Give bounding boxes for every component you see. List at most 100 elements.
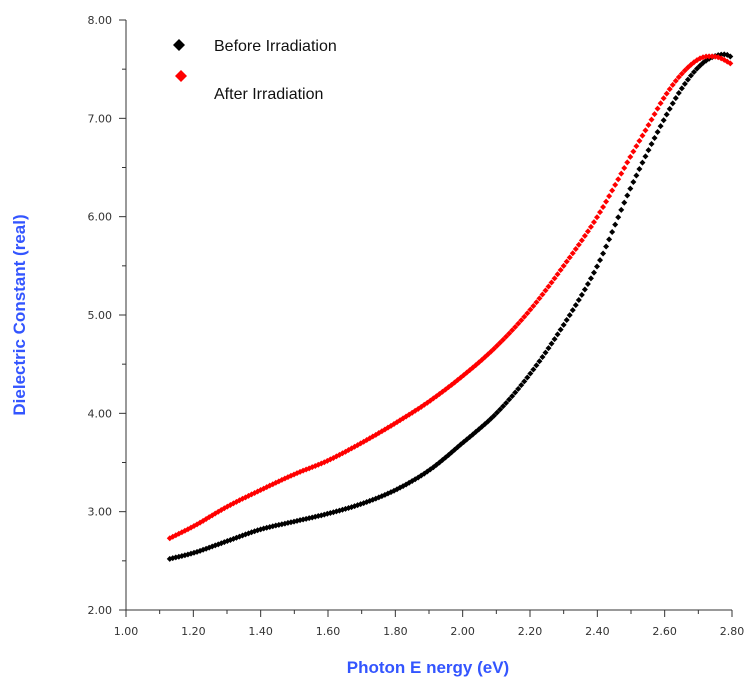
data-point [512,324,519,331]
data-point [497,339,504,346]
data-point [681,67,688,74]
data-point [551,336,558,343]
data-point [639,132,646,139]
x-tick-label: 1.80 [383,625,408,638]
data-point [551,275,558,282]
legend-item-before-irradiation: Before Irradiation [173,38,337,55]
data-point [684,76,691,83]
data-point [512,389,519,396]
data-point [497,406,504,413]
data-point [651,134,658,141]
data-point [593,214,600,221]
data-point [666,105,673,112]
data-point [566,312,573,319]
data-point [630,148,637,155]
data-point [518,317,525,324]
data-point [603,198,610,205]
data-point [612,181,619,188]
data-point [527,306,534,313]
x-tick-label: 2.60 [652,625,677,638]
data-point [587,275,594,282]
y-tick-label: 7.00 [88,112,113,125]
data-point [609,187,616,194]
data-point [672,95,679,102]
data-point [639,159,646,166]
data-point [645,147,652,154]
data-point [542,349,549,356]
data-point [648,141,655,148]
legend-marker-black-diamond-icon [173,39,185,51]
axes: 1.00 1.20 1.40 1.60 1.80 2.00 2.20 2.40 2.60 2.80… [88,14,745,638]
data-point [581,232,588,239]
data-point [548,340,555,347]
data-point [494,342,501,349]
y-tick-label: 4.00 [88,407,113,420]
data-point [651,111,658,118]
y-tick-label: 8.00 [88,14,113,27]
data-point [618,170,625,177]
data-point [597,209,604,216]
y-tick-label: 2.00 [88,604,113,617]
data-point [603,243,610,250]
data-point [663,90,670,97]
data-point [539,291,546,298]
data-point [536,295,543,302]
data-point [672,77,679,84]
data-point [539,353,546,360]
data-point [618,206,625,213]
legend: Before Irradiation After Irradiation [173,38,337,103]
data-point [518,382,525,389]
data-point [554,331,561,338]
x-tick-label: 2.40 [585,625,610,638]
data-point [584,281,591,288]
data-point [572,302,579,309]
data-point [678,70,685,77]
legend-label-before-irradiation: Before Irradiation [214,38,337,55]
legend-item-after-irradiation: After Irradiation [175,70,323,103]
data-point [530,302,537,309]
data-point [509,393,516,400]
x-tick-label: 2.00 [450,625,475,638]
data-point [624,159,631,166]
data-point [627,185,634,192]
data-point [727,53,734,60]
data-point [533,362,540,369]
data-point [490,412,497,419]
data-point [557,267,564,274]
data-point [678,85,685,92]
x-tick-label: 1.60 [316,625,341,638]
data-point [657,123,664,130]
data-point [569,250,576,257]
data-point [675,90,682,97]
data-point [509,327,516,334]
data-point [500,336,507,343]
x-axis-title: Photon E nergy (eV) [347,658,509,677]
x-tick-label: 1.40 [248,625,273,638]
data-point [581,286,588,293]
data-point [533,299,540,306]
data-point [557,326,564,333]
data-point [621,164,628,171]
data-point [575,241,582,248]
data-point [606,236,613,243]
data-point [560,262,567,269]
data-point [690,68,697,75]
data-point [527,370,534,377]
data-point [724,58,731,65]
data-point [590,219,597,226]
data-point [536,358,543,365]
data-point [660,95,667,102]
data-point [669,100,676,107]
y-axis-title: Dielectric Constant (real) [10,214,29,415]
data-point [669,81,676,88]
data-series [166,51,734,562]
x-tick-label: 1.00 [114,625,139,638]
data-point [633,143,640,150]
y-tick-label: 5.00 [88,309,113,322]
data-point [572,245,579,252]
x-tick-label: 1.20 [181,625,206,638]
data-point [660,117,667,124]
data-point [633,172,640,179]
data-point [590,269,597,276]
data-point [624,192,631,199]
